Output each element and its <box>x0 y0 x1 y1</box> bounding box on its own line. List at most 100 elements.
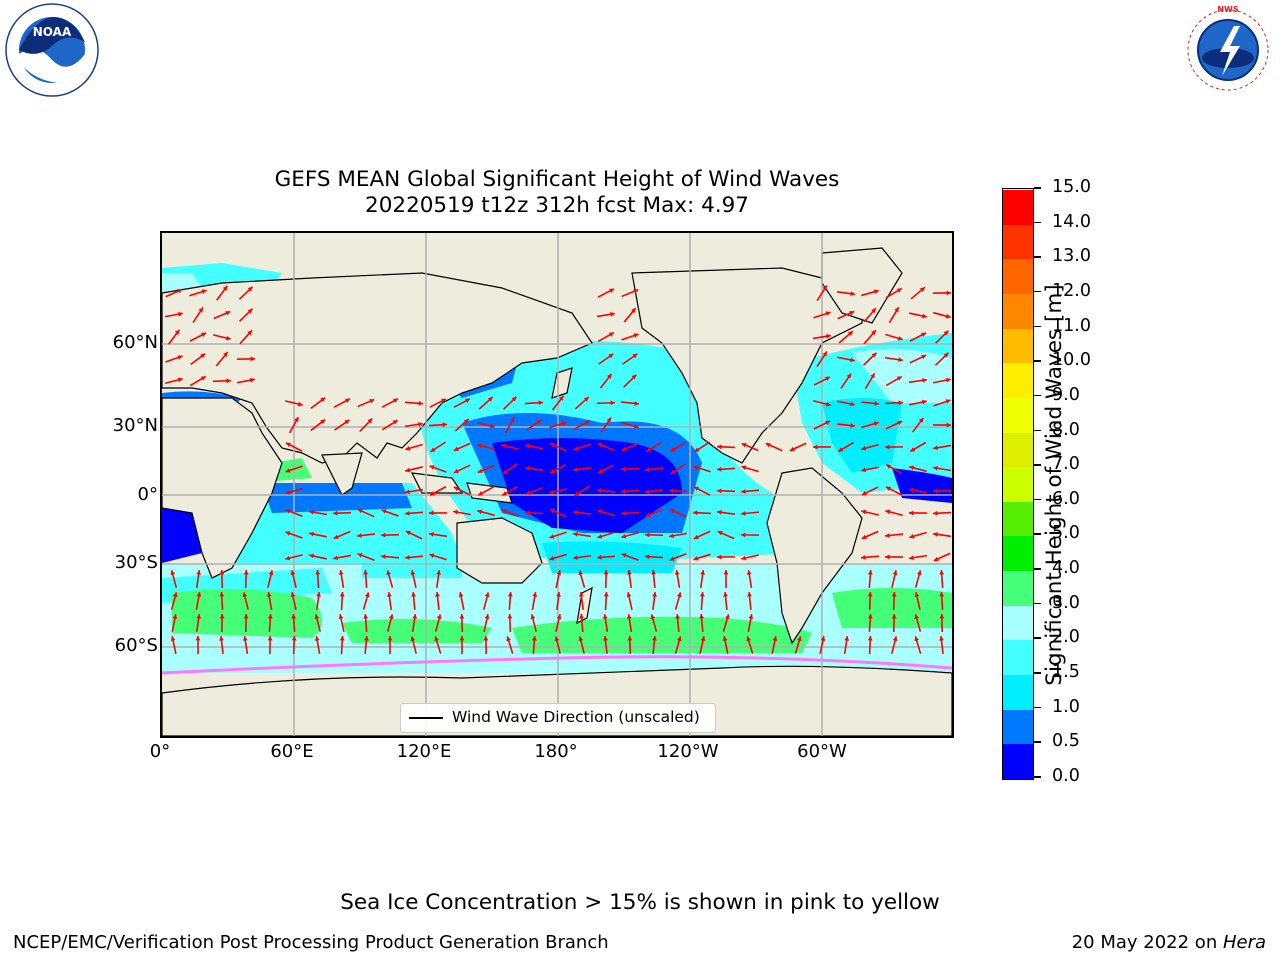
wave-direction-arrowhead <box>196 614 202 619</box>
wave-direction-arrowhead <box>309 509 314 515</box>
wave-direction-arrowhead <box>291 636 297 641</box>
wave-direction-arrowhead <box>333 510 338 516</box>
wave-direction-arrowhead <box>266 592 272 597</box>
wave-direction-arrowhead <box>933 510 938 516</box>
wave-direction-arrowhead <box>338 614 344 620</box>
wave-direction-arrowhead <box>364 636 369 641</box>
wave-direction-arrowhead <box>556 592 561 597</box>
wave-direction-arrowhead <box>645 532 650 538</box>
wave-direction-arrowhead <box>429 510 434 516</box>
wave-direction-arrowhead <box>870 373 875 379</box>
wave-direction-arrowhead <box>675 614 680 619</box>
wave-direction-arrowhead <box>549 489 555 495</box>
wave-direction-arrowhead <box>933 488 938 494</box>
wave-direction-arrowhead <box>556 614 562 620</box>
wave-direction-arrowhead <box>933 445 938 451</box>
wave-direction-arrowhead <box>502 491 508 496</box>
colorbar-tick-label: 6.0 <box>1052 488 1080 509</box>
wave-direction-arrowhead <box>170 636 176 641</box>
wave-direction-arrowhead <box>195 636 201 641</box>
wave-direction-arrowhead <box>536 419 542 425</box>
land-masses <box>162 247 952 736</box>
wave-direction-arrowhead <box>825 420 831 426</box>
wave-direction-arrowhead <box>392 398 398 403</box>
wave-direction-arrowhead <box>850 357 855 363</box>
colorbar-tick-mark <box>1034 741 1041 743</box>
wave-direction-arrowhead <box>291 614 297 619</box>
wave-direction-arrowhead <box>886 464 892 469</box>
wave-direction-arrowhead <box>386 570 392 576</box>
wave-direction-arrowhead <box>603 636 608 641</box>
wave-direction-arrowhead <box>285 555 291 561</box>
footer-host: Hera <box>1222 932 1266 953</box>
colorbar-tick-label: 5.0 <box>1052 523 1080 544</box>
wave-direction-arrowhead <box>699 614 704 619</box>
wave-direction-arrowhead <box>627 636 633 641</box>
map-title-line-2: 20220519 t12z 312h fcst Max: 4.97 <box>365 193 749 218</box>
wave-direction-arrowhead <box>429 553 435 558</box>
footer-date-text: 20 May 2022 on <box>1071 932 1223 953</box>
lon-label-180: 180° <box>534 741 578 762</box>
wave-direction-arrowhead <box>891 592 897 597</box>
wave-direction-arrowhead <box>633 424 639 429</box>
wave-direction-arrowhead <box>316 592 321 597</box>
wave-direction-arrowhead <box>430 447 436 452</box>
wave-direction-arrowhead <box>583 397 589 402</box>
wave-direction-arrowhead <box>933 531 938 537</box>
lon-label-60e: 60°E <box>270 741 314 762</box>
wave-direction-arrowhead <box>873 289 879 295</box>
wave-direction-arrowhead <box>554 636 560 642</box>
wave-direction-arrowhead <box>458 592 464 597</box>
wave-direction-arrowhead <box>333 534 339 540</box>
wave-direction-arrowhead <box>626 592 632 598</box>
colorbar-segment <box>1003 605 1033 641</box>
wave-direction-arrowhead <box>885 554 890 560</box>
wave-direction-arrowhead <box>219 570 225 575</box>
wave-direction-arrowhead <box>933 465 938 471</box>
wave-direction-arrowhead <box>507 592 513 597</box>
wave-direction-arrowhead <box>392 420 398 425</box>
colorbar-tick-mark <box>1034 325 1041 328</box>
wave-direction-arrowhead <box>621 488 626 494</box>
wave-direction-arrowhead <box>861 509 867 515</box>
colorbar-segment <box>1003 397 1033 433</box>
wave-direction-arrowhead <box>746 570 752 575</box>
wave-direction-arrowhead <box>309 531 314 537</box>
wave-direction-arrowhead <box>874 401 879 406</box>
wave-direction-arrowhead <box>873 421 879 427</box>
wave-direction-arrowhead <box>846 373 852 379</box>
wave-direction-arrowhead <box>250 377 255 383</box>
colorbar-tick-mark <box>1034 429 1041 432</box>
wave-direction-arrowhead <box>247 308 253 314</box>
wave-direction-arrowhead <box>453 446 459 452</box>
wave-direction-arrowhead <box>631 374 637 380</box>
lon-label-60w: 60°W <box>797 741 847 762</box>
colorbar-tick-mark <box>1034 394 1041 397</box>
wave-direction-arrowhead <box>844 636 850 641</box>
wave-direction-arrowhead <box>850 423 855 428</box>
wave-direction-arrowhead <box>177 288 183 294</box>
colorbar-tick-mark <box>1034 672 1041 674</box>
wave-direction-arrowhead <box>174 329 180 335</box>
wave-direction-arrowhead <box>363 570 369 575</box>
wave-direction-arrowhead <box>632 353 638 359</box>
colorbar-tick-label: 13.0 <box>1052 246 1091 267</box>
wave-direction-arrowhead <box>741 465 747 470</box>
wave-direction-arrowhead <box>861 467 866 473</box>
legend-label: Wind Wave Direction (unscaled) <box>452 708 700 726</box>
wave-direction-arrowhead <box>676 592 682 598</box>
wave-direction-arrowhead <box>896 288 902 293</box>
colorbar-segment <box>1003 674 1033 710</box>
wave-direction-arrowhead <box>198 307 203 313</box>
wave-direction-arrowhead <box>556 570 562 575</box>
wave-direction-arrowhead <box>297 401 303 407</box>
wave-direction-arrowhead <box>367 418 373 424</box>
colorbar-tick-mark <box>1034 221 1041 224</box>
lat-label-30s: 30°S <box>114 552 158 573</box>
wave-direction-arrowhead <box>717 488 722 494</box>
lon-label-120w: 120°W <box>657 741 719 762</box>
colorbar-segment <box>1003 466 1033 502</box>
wave-direction-arrowhead <box>381 554 386 559</box>
wave-direction-arrowhead <box>694 486 700 491</box>
wave-direction-arrowhead <box>219 614 225 619</box>
